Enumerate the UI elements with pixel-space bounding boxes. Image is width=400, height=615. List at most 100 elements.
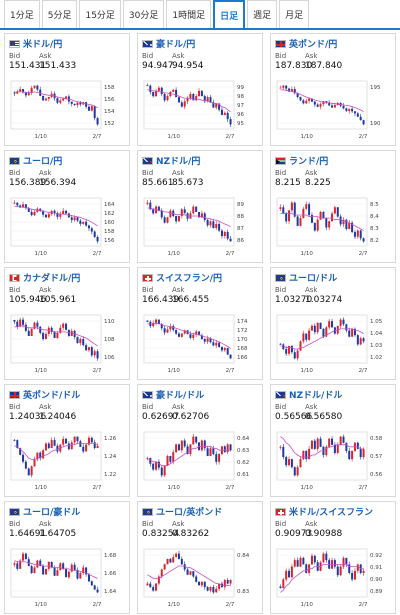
currency-pair-title[interactable]: ランド/円 bbox=[289, 157, 329, 167]
flag-icon bbox=[9, 507, 20, 516]
currency-card[interactable]: 米ドル/円 Bid Ask 151.431 151.433 158 156 154 152 1/1… bbox=[4, 33, 130, 146]
price-labels: Bid Ask bbox=[275, 520, 391, 529]
price-values: 1.64691 1.64705 bbox=[9, 529, 125, 540]
currency-card[interactable]: ランド/円 Bid Ask 8.215 8.225 8.5 8.4 8.3 8.2 1/10 2/7 bbox=[270, 150, 396, 263]
y-tick-label: 95 bbox=[237, 121, 244, 127]
candle-body bbox=[279, 87, 282, 89]
currency-card[interactable]: ユーロ/英ポンド Bid Ask 0.83254 0.83262 0.84 0.83 1/10… bbox=[137, 501, 263, 614]
currency-pair-title[interactable]: 米ドル/円 bbox=[23, 40, 63, 50]
currency-card[interactable]: 豪ドル/ドル Bid Ask 0.62697 0.62706 0.64 0.63 0.62 0.… bbox=[137, 384, 263, 497]
currency-card[interactable]: ユーロ/円 Bid Ask 156.389 156.394 164 162 160 158 156… bbox=[4, 150, 130, 263]
flag-icon bbox=[9, 273, 20, 282]
y-tick-label: 0.92 bbox=[370, 553, 382, 559]
candle-body bbox=[56, 213, 59, 217]
tab-7[interactable]: 月足 bbox=[279, 0, 310, 28]
price-labels: Bid Ask bbox=[9, 520, 125, 529]
currency-card[interactable]: 米ドル/スイスフラン Bid Ask 0.90973 0.90988 0.92 0.91 0.… bbox=[270, 501, 396, 614]
currency-card[interactable]: NZドル/円 Bid Ask 85.661 85.673 89 88 87 86 1/10 2/7 bbox=[137, 150, 263, 263]
currency-pair-title[interactable]: NZドル/円 bbox=[156, 157, 201, 167]
candle-body bbox=[149, 202, 152, 210]
tab-4[interactable]: 1時間足 bbox=[166, 0, 212, 28]
ask-label: Ask bbox=[39, 52, 52, 60]
currency-pair-title[interactable]: スイスフラン/円 bbox=[156, 274, 223, 284]
currency-card[interactable]: ユーロ/ドル Bid Ask 1.03270 1.03274 1.05 1.04 1.03 1.… bbox=[270, 267, 396, 380]
y-tick-label: 1.26 bbox=[104, 436, 117, 442]
candle-body bbox=[200, 90, 203, 97]
y-tick-label: 8.4 bbox=[370, 214, 379, 220]
candle-body bbox=[33, 322, 36, 329]
candle-body bbox=[218, 342, 221, 348]
x-tick-label: 2/7 bbox=[93, 134, 102, 140]
candle-body bbox=[160, 569, 163, 577]
y-tick-label: 154 bbox=[104, 109, 115, 115]
candle-body bbox=[290, 345, 293, 353]
candle-body bbox=[302, 100, 305, 104]
candle-body bbox=[53, 210, 56, 214]
currency-pair-title[interactable]: カナダドル/円 bbox=[23, 274, 81, 284]
currency-pair-title[interactable]: 豪ドル/円 bbox=[156, 40, 196, 50]
candle-body bbox=[356, 442, 359, 449]
candle-body bbox=[163, 564, 166, 570]
currency-card[interactable]: スイスフラン/円 Bid Ask 166.439 166.455 174 172 170 168… bbox=[137, 267, 263, 380]
price-chart: 174 172 170 168 166 1/10 2/7 bbox=[143, 314, 248, 374]
candle-body bbox=[356, 230, 359, 237]
ask-label: Ask bbox=[39, 403, 52, 411]
currency-card[interactable]: NZドル/ドル Bid Ask 0.56566 0.56580 0.58 0.57 0.56 1… bbox=[270, 384, 396, 497]
y-tick-label: 160 bbox=[104, 220, 115, 226]
candle-body bbox=[36, 322, 39, 327]
currency-pair-title[interactable]: ユーロ/円 bbox=[23, 157, 63, 167]
currency-pair-title[interactable]: 英ポンド/円 bbox=[289, 40, 338, 50]
candle-body bbox=[288, 88, 291, 92]
candle-body bbox=[209, 448, 212, 456]
price-values: 187.830 187.840 bbox=[275, 61, 391, 72]
currency-pair-title[interactable]: ユーロ/英ポンド bbox=[156, 508, 223, 518]
tab-0[interactable]: 1分足 bbox=[4, 0, 40, 28]
price-values: 1.03270 1.03274 bbox=[275, 295, 391, 306]
bid-label: Bid bbox=[142, 286, 154, 294]
candle-body bbox=[282, 446, 285, 458]
candle-body bbox=[299, 97, 302, 101]
candle-body bbox=[22, 204, 25, 208]
y-tick-label: 158 bbox=[104, 85, 115, 91]
currency-pair-title[interactable]: NZドル/ドル bbox=[289, 391, 343, 401]
tab-5[interactable]: 日足 bbox=[213, 0, 246, 28]
candle-body bbox=[79, 220, 82, 224]
price-labels: Bid Ask bbox=[9, 403, 125, 412]
tab-6[interactable]: 週足 bbox=[247, 0, 278, 28]
x-tick-label: 2/7 bbox=[226, 368, 235, 374]
ask-price: 8.225 bbox=[305, 178, 331, 188]
currency-card[interactable]: ユーロ/豪ドル Bid Ask 1.64691 1.64705 1.68 1.66 1.64 1… bbox=[4, 501, 130, 614]
currency-card[interactable]: 英ポンド/ドル Bid Ask 1.24036 1.24046 1.26 1.24 1.22 1… bbox=[4, 384, 130, 497]
currency-card[interactable]: カナダドル/円 Bid Ask 105.946 105.961 110 108 106 1/10… bbox=[4, 267, 130, 380]
candle-body bbox=[24, 553, 27, 560]
candle-body bbox=[70, 564, 73, 572]
tab-3[interactable]: 30分足 bbox=[122, 0, 165, 28]
candle-body bbox=[93, 442, 96, 449]
currency-pair-title[interactable]: 英ポンド/ドル bbox=[23, 391, 81, 401]
ask-price: 0.90988 bbox=[305, 529, 343, 539]
candle-body bbox=[229, 238, 232, 242]
candle-body bbox=[39, 208, 42, 211]
x-tick-label: 1/10 bbox=[35, 485, 48, 491]
tab-2[interactable]: 15分足 bbox=[79, 0, 121, 28]
tab-1[interactable]: 5分足 bbox=[41, 0, 78, 28]
candle-body bbox=[59, 214, 62, 217]
currency-card[interactable]: 豪ドル/円 Bid Ask 94.947 94.954 99 98 97 96 95 1/10 2/7 bbox=[137, 33, 263, 146]
candle-body bbox=[333, 105, 336, 108]
currency-pair-title[interactable]: 豪ドル/ドル bbox=[156, 391, 205, 401]
candle-body bbox=[353, 111, 356, 114]
currency-pair-title[interactable]: ユーロ/ドル bbox=[289, 274, 338, 284]
y-tick-label: 0.90 bbox=[370, 577, 383, 583]
currency-card[interactable]: 英ポンド/円 Bid Ask 187.830 187.840 195 190 1/10 2/7 bbox=[270, 33, 396, 146]
y-tick-label: 110 bbox=[104, 319, 115, 325]
candle-body bbox=[96, 118, 99, 125]
candle-body bbox=[16, 91, 19, 94]
candle-body bbox=[44, 568, 47, 575]
currency-pair-title[interactable]: ユーロ/豪ドル bbox=[23, 508, 81, 518]
candle-body bbox=[44, 214, 47, 218]
flag-icon bbox=[142, 507, 153, 516]
currency-pair-title[interactable]: 米ドル/スイスフラン bbox=[289, 508, 374, 518]
candle-body bbox=[73, 436, 76, 443]
candle-body bbox=[305, 100, 308, 104]
candle-body bbox=[336, 207, 339, 217]
